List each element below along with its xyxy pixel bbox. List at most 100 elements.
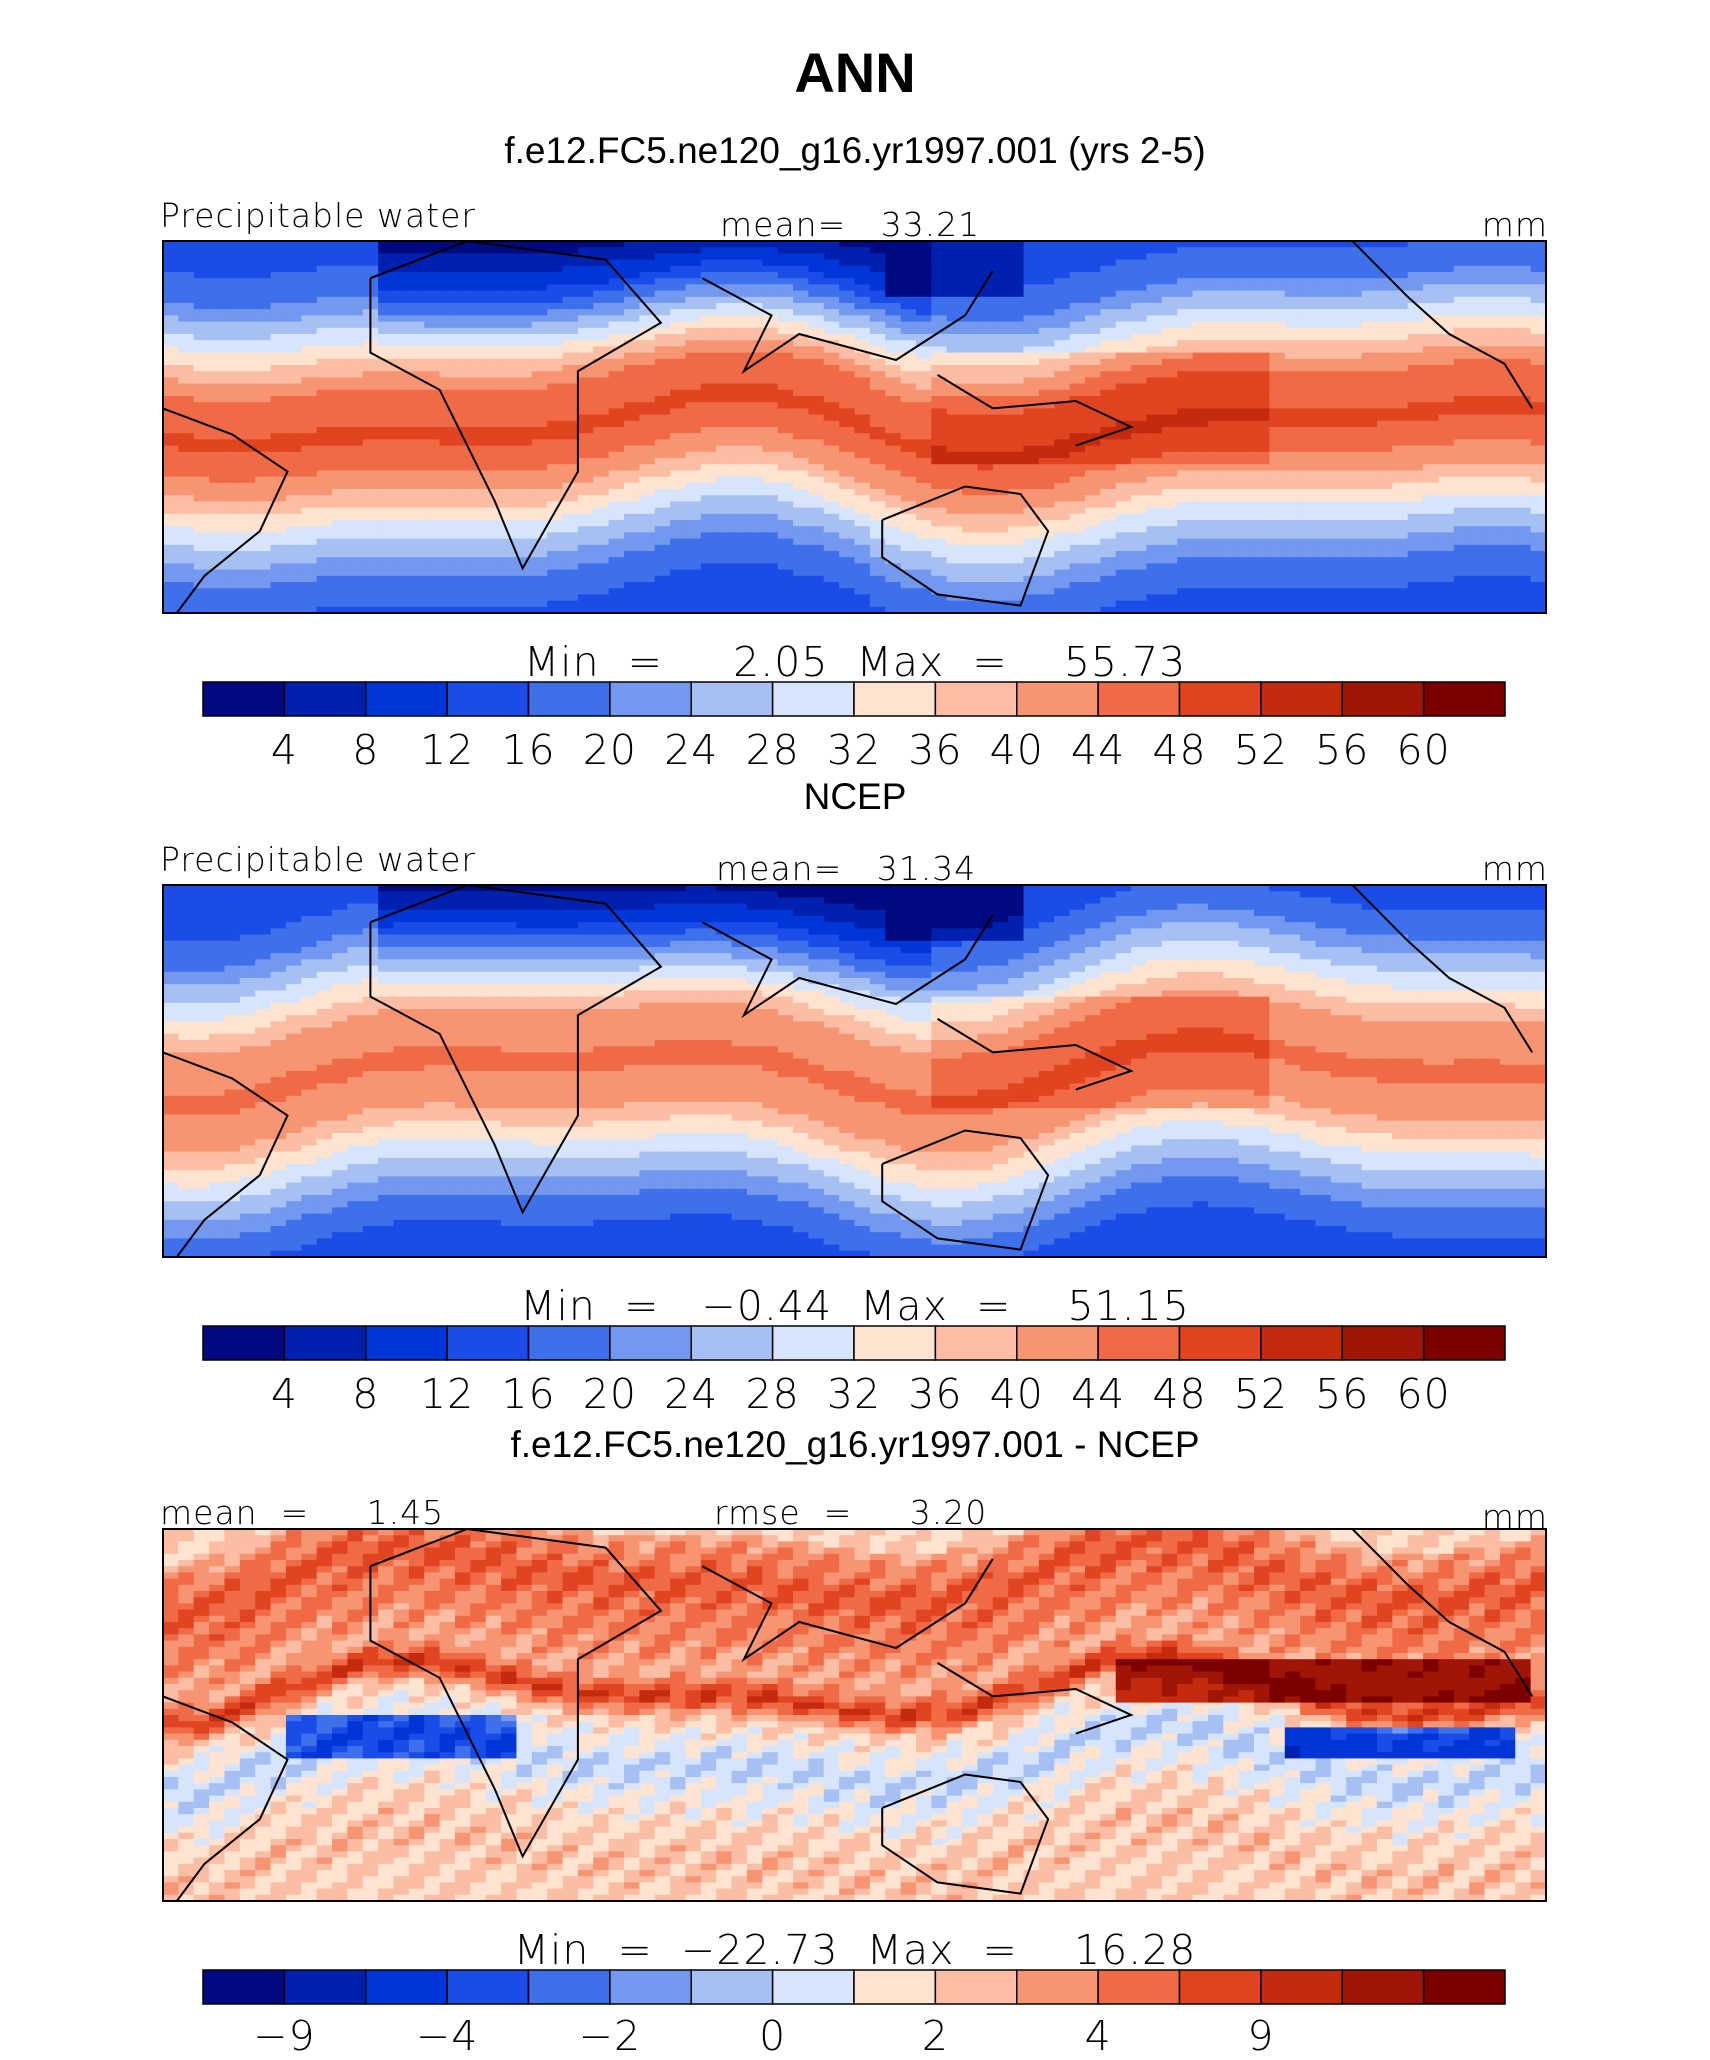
- colorbar-swatch: [1098, 682, 1179, 716]
- colorbar-swatch: [447, 682, 528, 716]
- colorbar-swatch: [854, 1326, 935, 1360]
- colorbar-tick-label: −2: [579, 2012, 641, 2060]
- colorbar-swatch: [1261, 1326, 1342, 1360]
- colorbar-tick-label: 36: [908, 1370, 962, 1418]
- panel-1-mean-label: mean= 33.21: [720, 205, 980, 244]
- colorbar-tick-label: 20: [583, 726, 637, 774]
- colorbar-tick-label: 48: [1152, 1370, 1206, 1418]
- colorbar-swatch: [610, 1970, 691, 2004]
- colorbar-tick-label: 2: [922, 2012, 949, 2060]
- colorbar-swatch: [529, 1970, 610, 2004]
- colorbar-swatch: [1342, 682, 1423, 716]
- colorbar-swatch: [366, 682, 447, 716]
- colorbar-swatch: [447, 1970, 528, 2004]
- colorbar-swatch: [1180, 1970, 1261, 2004]
- colorbar-swatch: [1180, 682, 1261, 716]
- colorbar-swatch: [366, 1326, 447, 1360]
- figure-title: ANN: [0, 40, 1710, 105]
- colorbar-tick-label: 8: [352, 726, 379, 774]
- colorbar-swatch: [529, 682, 610, 716]
- colorbar-swatch: [203, 1326, 284, 1360]
- colorbar-swatch: [610, 682, 691, 716]
- colorbar-tick-label: 32: [827, 726, 881, 774]
- panel-3-colorbar: [203, 1970, 1505, 2004]
- colorbar-tick-label: 20: [583, 1370, 637, 1418]
- colorbar-tick-label: 56: [1315, 1370, 1369, 1418]
- colorbar-tick-label: 24: [664, 1370, 718, 1418]
- panel-1-units-label: mm: [1400, 205, 1548, 244]
- panel-1-map: [163, 241, 1546, 613]
- panel-3-title: f.e12.FC5.ne120_g16.yr1997.001 - NCEP: [0, 1424, 1710, 1466]
- panel-3-map: [163, 1529, 1546, 1901]
- colorbar-swatch: [203, 682, 284, 716]
- colorbar-tick-label: 60: [1397, 1370, 1451, 1418]
- panel-3-minmax: Min = −22.73 Max = 16.28: [0, 1926, 1710, 1974]
- colorbar-swatch: [1017, 682, 1098, 716]
- panel-2-map: [163, 885, 1546, 1257]
- colorbar-tick-label: −4: [416, 2012, 478, 2060]
- colorbar-tick-label: 4: [271, 1370, 298, 1418]
- colorbar-tick-label: 16: [501, 1370, 555, 1418]
- colorbar-swatch: [610, 1326, 691, 1360]
- colorbar-swatch: [1424, 1970, 1505, 2004]
- panel-2-minmax: Min = −0.44 Max = 51.15: [0, 1282, 1710, 1330]
- colorbar-tick-label: 52: [1234, 726, 1288, 774]
- colorbar-swatch: [284, 1326, 365, 1360]
- colorbar-swatch: [1017, 1326, 1098, 1360]
- colorbar-swatch: [284, 682, 365, 716]
- colorbar-swatch: [773, 1970, 854, 2004]
- colorbar-tick-label: 44: [1071, 726, 1125, 774]
- colorbar-swatch: [366, 1970, 447, 2004]
- colorbar-tick-label: 60: [1397, 726, 1451, 774]
- colorbar-tick-label: 44: [1071, 1370, 1125, 1418]
- colorbar-tick-label: 16: [501, 726, 555, 774]
- colorbar-tick-label: 32: [827, 1370, 881, 1418]
- colorbar-swatch: [1342, 1326, 1423, 1360]
- colorbar-swatch: [935, 1326, 1016, 1360]
- colorbar-tick-label: 48: [1152, 726, 1206, 774]
- colorbar-swatch: [691, 1970, 772, 2004]
- colorbar-swatch: [773, 1326, 854, 1360]
- panel-1-title: f.e12.FC5.ne120_g16.yr1997.001 (yrs 2-5): [0, 130, 1710, 172]
- colorbar-swatch: [1098, 1970, 1179, 2004]
- colorbar-swatch: [1017, 1970, 1098, 2004]
- colorbar-swatch: [1261, 1970, 1342, 2004]
- panel-2-title: NCEP: [0, 776, 1710, 818]
- panel-3-mean-label: mean = 1.45: [160, 1493, 444, 1532]
- colorbar-swatch: [935, 682, 1016, 716]
- colorbar-tick-label: 56: [1315, 726, 1369, 774]
- panel-2-mean-label: mean= 31.34: [716, 849, 976, 888]
- colorbar-tick-label: 12: [420, 726, 474, 774]
- colorbar-swatch: [1098, 1326, 1179, 1360]
- colorbar-tick-label: 40: [990, 1370, 1044, 1418]
- colorbar-swatch: [854, 1970, 935, 2004]
- colorbar-tick-label: −9: [253, 2012, 315, 2060]
- colorbar-tick-label: 36: [908, 726, 962, 774]
- colorbar-swatch: [854, 682, 935, 716]
- panel-1-colorbar: [203, 682, 1505, 716]
- colorbar-swatch: [1424, 1326, 1505, 1360]
- colorbar-tick-label: 9: [1247, 2012, 1274, 2060]
- colorbar-tick-label: 52: [1234, 1370, 1288, 1418]
- colorbar-swatch: [447, 1326, 528, 1360]
- colorbar-swatch: [691, 1326, 772, 1360]
- colorbar-swatch: [1261, 682, 1342, 716]
- colorbar-swatch: [1424, 682, 1505, 716]
- colorbar-tick-label: 28: [746, 1370, 800, 1418]
- colorbar-swatch: [935, 1970, 1016, 2004]
- panel-1-left-label: Precipitable water: [160, 196, 476, 235]
- colorbar-swatch: [1180, 1326, 1261, 1360]
- panel-2-left-label: Precipitable water: [160, 840, 476, 879]
- colorbar-swatch: [529, 1326, 610, 1360]
- colorbar-tick-label: 40: [990, 726, 1044, 774]
- colorbar-tick-label: 0: [759, 2012, 786, 2060]
- panel-2-units-label: mm: [1400, 849, 1548, 888]
- colorbar-tick-label: 8: [352, 1370, 379, 1418]
- colorbar-tick-label: 12: [420, 1370, 474, 1418]
- panel-1-minmax: Min = 2.05 Max = 55.73: [0, 638, 1710, 686]
- colorbar-tick-label: 4: [271, 726, 298, 774]
- colorbar-swatch: [773, 682, 854, 716]
- colorbar-swatch: [284, 1970, 365, 2004]
- colorbar-tick-label: 4: [1085, 2012, 1112, 2060]
- colorbar-tick-label: 28: [746, 726, 800, 774]
